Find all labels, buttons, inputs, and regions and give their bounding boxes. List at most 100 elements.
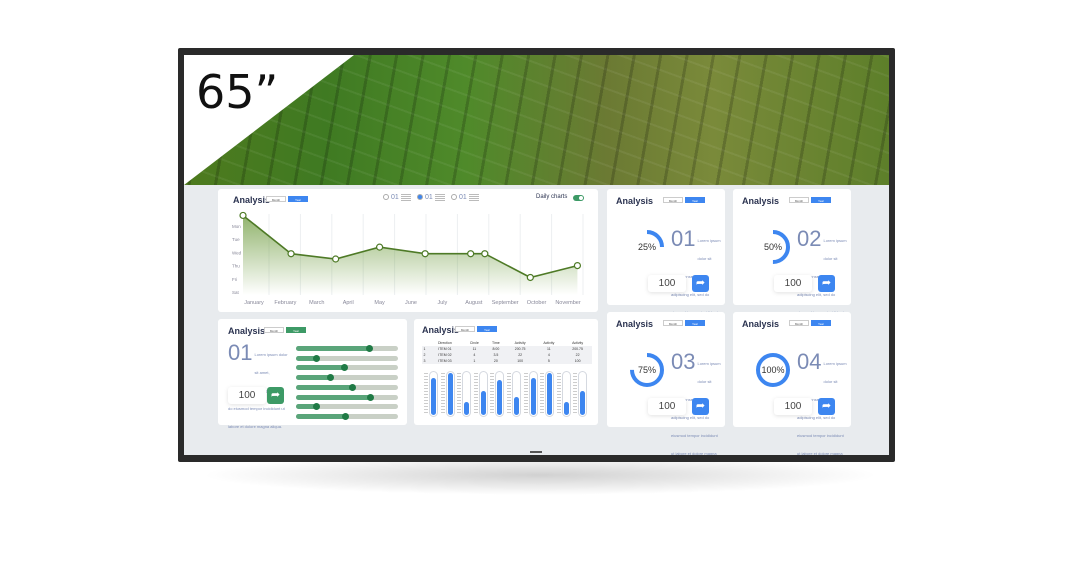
scale-ticks: [424, 373, 428, 415]
table-cell: 100: [517, 359, 524, 363]
slider-handle[interactable]: [341, 412, 349, 420]
table-row: 3 ITEM 03 1 20 100 5 100: [422, 358, 592, 364]
ring-card: Analysis Month Year 25% 01 Lorem ipsum do…: [607, 189, 725, 351]
slider-handle[interactable]: [313, 354, 321, 362]
month-button[interactable]: Month: [663, 320, 683, 326]
x-tick-label: February: [274, 300, 296, 306]
slider[interactable]: [296, 403, 398, 411]
share-button[interactable]: ➦: [267, 387, 284, 404]
card-title: Analysis: [742, 196, 780, 206]
column-header: Activity: [514, 341, 526, 345]
card-title: Analysis: [616, 196, 654, 206]
progress-ring: [756, 353, 790, 387]
radio-number: 01: [391, 194, 399, 201]
radio-circle[interactable]: [451, 194, 457, 200]
level-fill: [563, 401, 569, 415]
scale-ticks: [523, 373, 528, 415]
tv-screen: 65” Analysis Month Year 01 01 01 Daily char…: [184, 55, 889, 455]
level-fill: [580, 390, 586, 415]
radio-circle[interactable]: [383, 194, 389, 200]
share-button[interactable]: ➦: [818, 398, 835, 415]
month-button[interactable]: Month: [789, 320, 809, 326]
slider-handle[interactable]: [313, 403, 321, 411]
share-button[interactable]: ➦: [692, 275, 709, 292]
month-button[interactable]: Month: [455, 326, 475, 332]
month-button[interactable]: Month: [264, 327, 284, 333]
y-tick-label: Thu: [232, 264, 240, 269]
table-cell: 1: [423, 347, 426, 351]
level-bar: [429, 371, 438, 417]
item-number: 02: [797, 226, 822, 251]
slider-handle[interactable]: [349, 383, 357, 391]
table-cell: 3: [423, 359, 426, 363]
data-point: [376, 243, 384, 251]
slider-handle[interactable]: [366, 345, 374, 352]
year-button[interactable]: Year: [685, 197, 705, 203]
radio-option[interactable]: 01: [417, 194, 445, 202]
slider[interactable]: [296, 412, 398, 420]
daily-charts-toggle[interactable]: [573, 195, 584, 201]
daily-charts-label: Daily charts: [536, 194, 568, 200]
y-tick-label: Tue: [232, 237, 240, 242]
x-tick-label: January: [244, 300, 264, 306]
period-toggle[interactable]: Month Year: [266, 196, 308, 202]
period-toggle[interactable]: Month Year: [663, 197, 705, 203]
share-arrow-icon: ➦: [270, 389, 281, 401]
radio-option[interactable]: 01: [451, 194, 479, 202]
level-fill: [431, 377, 436, 415]
level-bar: [495, 371, 505, 417]
description: Lorem ipsum dolor sit amet, consectetur …: [671, 361, 721, 455]
radio-option[interactable]: 01: [383, 194, 411, 202]
period-toggle[interactable]: Month Year: [663, 320, 705, 326]
tv-frame: 65” Analysis Month Year 01 01 01 Daily char…: [178, 48, 895, 462]
card-title: Analysis: [233, 195, 271, 205]
month-button[interactable]: Month: [789, 197, 809, 203]
value-box: 100: [774, 398, 812, 415]
period-toggle[interactable]: Month Year: [455, 326, 497, 332]
slider[interactable]: [296, 393, 398, 401]
level-bar: [445, 371, 455, 417]
period-toggle[interactable]: Month Year: [264, 327, 306, 333]
year-button[interactable]: Year: [477, 326, 497, 332]
progress-arc: [756, 353, 790, 387]
level-fill: [447, 373, 453, 415]
slider[interactable]: [296, 383, 398, 391]
period-toggle[interactable]: Month Year: [789, 197, 831, 203]
slider[interactable]: [296, 345, 398, 352]
column-header: Time: [492, 341, 500, 345]
table-cell: ITEM 01: [438, 347, 452, 351]
data-point: [467, 250, 475, 258]
month-button[interactable]: Month: [266, 196, 286, 202]
data-table: Direction Circle Time Activity Activity Activ…: [422, 340, 592, 364]
table-cell: 2: [423, 353, 426, 357]
slider[interactable]: [296, 354, 398, 362]
slider-handle[interactable]: [367, 393, 375, 401]
year-button[interactable]: Year: [811, 197, 831, 203]
slider[interactable]: [296, 364, 398, 372]
card-title: Analysis: [616, 319, 654, 329]
ring-card: Analysis Month Year 50% 02 Lorem ipsum do…: [733, 189, 851, 351]
period-toggle[interactable]: Month Year: [789, 320, 831, 326]
share-button[interactable]: ➦: [692, 398, 709, 415]
year-button[interactable]: Year: [685, 320, 705, 326]
percent-label: 100%: [761, 365, 785, 375]
x-tick-label: October: [527, 300, 547, 306]
year-button[interactable]: Year: [288, 196, 308, 202]
table-cell: 22: [575, 353, 580, 357]
share-button[interactable]: ➦: [818, 275, 835, 292]
description: Lorem ipsum dolor sit amet, consectetur …: [797, 361, 847, 455]
table-cell: 4: [473, 353, 476, 357]
level-fill: [530, 377, 536, 415]
radio-circle[interactable]: [417, 194, 423, 200]
month-button[interactable]: Month: [663, 197, 683, 203]
level-fill: [497, 379, 503, 415]
x-tick-label: August: [465, 300, 483, 306]
slider-handle[interactable]: [340, 364, 348, 372]
slider-handle[interactable]: [326, 374, 334, 382]
slider[interactable]: [296, 374, 398, 382]
year-button[interactable]: Year: [286, 327, 306, 333]
share-arrow-icon: ➦: [695, 400, 706, 412]
item-number: 01: [228, 340, 253, 365]
year-button[interactable]: Year: [811, 320, 831, 326]
x-tick-label: May: [374, 300, 385, 306]
